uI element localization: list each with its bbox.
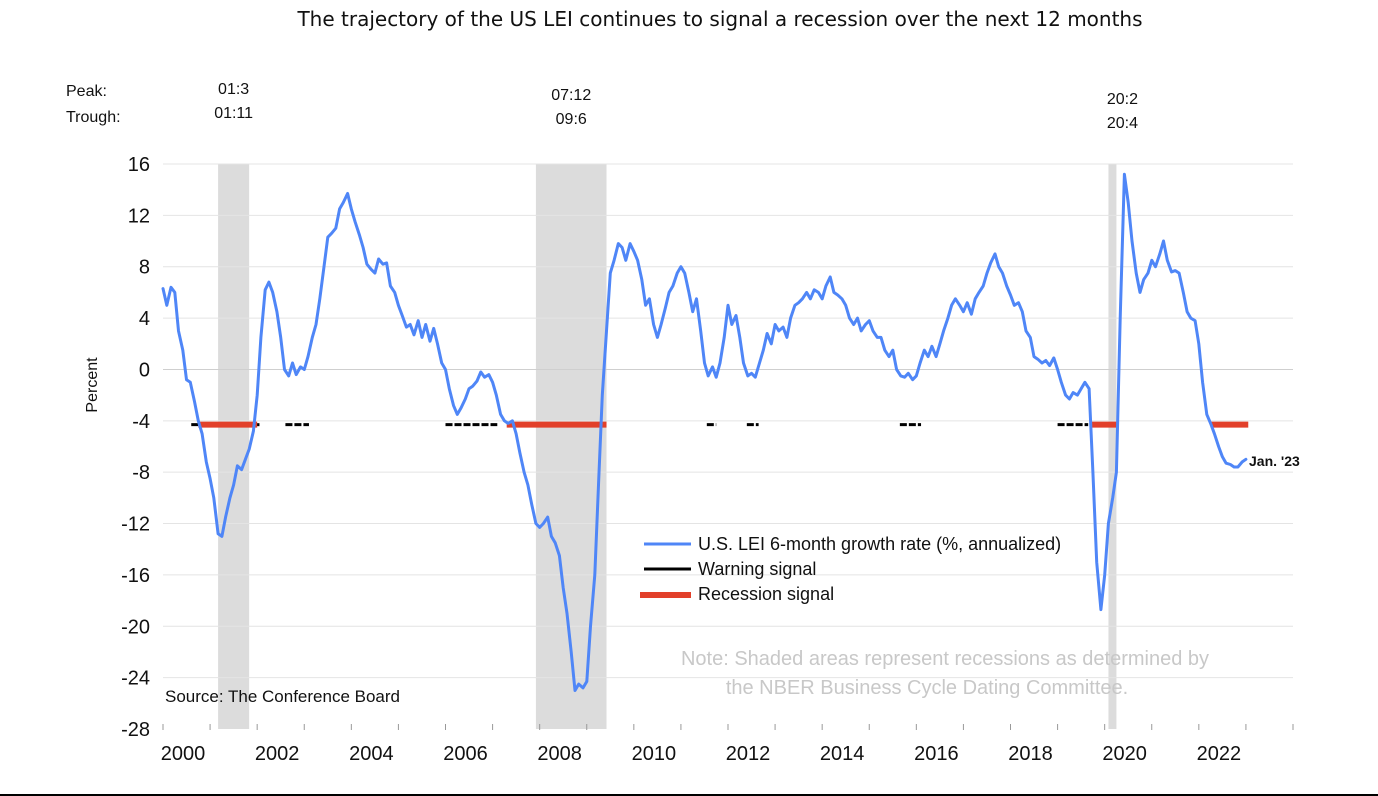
y-tick-label-7: -12 xyxy=(121,514,150,536)
y-tick-label-1: 12 xyxy=(128,205,150,227)
x-tick-label-2: 2004 xyxy=(349,743,394,765)
legend-label-lei: U.S. LEI 6-month growth rate (%, annuali… xyxy=(698,534,1061,554)
recession-shade-1 xyxy=(535,164,607,729)
trough-label: Trough: xyxy=(66,109,121,126)
x-tick-label-6: 2012 xyxy=(726,743,771,765)
peak-date-label-0: 01:3 xyxy=(218,81,249,98)
peak-date-label-2: 20:2 xyxy=(1107,91,1138,108)
x-tick-label-7: 2014 xyxy=(820,743,865,765)
bottom-rule xyxy=(0,794,1378,796)
recession-shade-0 xyxy=(218,164,250,729)
source-label: Source: The Conference Board xyxy=(165,687,400,706)
trough-date-label-2: 20:4 xyxy=(1107,115,1138,132)
y-tick-label-2: 8 xyxy=(139,257,150,279)
y-tick-label-4: 0 xyxy=(139,359,150,381)
x-tick-label-0: 2000 xyxy=(161,743,206,765)
y-tick-label-0: 16 xyxy=(128,154,150,176)
end-point-label: Jan. '23 xyxy=(1249,453,1300,469)
recession-shades xyxy=(218,164,1117,729)
x-tick-label-8: 2016 xyxy=(914,743,959,765)
note-line-2: the NBER Business Cycle Dating Committee… xyxy=(726,677,1128,699)
y-tick-label-8: -16 xyxy=(121,565,150,587)
legend-label-recession: Recession signal xyxy=(698,584,834,604)
y-tick-label-5: -4 xyxy=(132,411,150,433)
trough-date-label-1: 09:6 xyxy=(556,111,587,128)
y-axis-label: Percent xyxy=(84,357,101,413)
y-tick-label-3: 4 xyxy=(139,308,150,330)
peak-date-label-1: 07:12 xyxy=(551,87,591,104)
legend: U.S. LEI 6-month growth rate (%, annuali… xyxy=(640,534,1061,604)
x-tick-label-3: 2006 xyxy=(443,743,488,765)
y-tick-label-10: -24 xyxy=(121,668,150,690)
recession-shade-2 xyxy=(1108,164,1117,729)
note-line-1: Note: Shaded areas represent recessions … xyxy=(681,648,1209,670)
y-tick-label-9: -20 xyxy=(121,616,150,638)
legend-label-warning: Warning signal xyxy=(698,559,816,579)
peak-label: Peak: xyxy=(66,83,107,100)
x-tick-label-11: 2022 xyxy=(1197,743,1242,765)
x-axis-ticks: 2000 2002 2004 2006 2008 2010 2012 2014 2016 2018… xyxy=(161,724,1294,765)
trough-date-label-0: 01:11 xyxy=(214,105,253,122)
y-tick-label-6: -8 xyxy=(132,462,150,484)
x-tick-label-9: 2018 xyxy=(1008,743,1053,765)
grid-lines xyxy=(163,163,1293,679)
x-tick-label-10: 2020 xyxy=(1102,743,1147,765)
y-axis-ticks: 16 12 8 4 0 -4 -8 -12 -16 -20 -24 -28 xyxy=(121,154,150,741)
x-tick-label-1: 2002 xyxy=(255,743,300,765)
y-tick-label-11: -28 xyxy=(121,719,150,741)
chart-title: The trajectory of the US LEI continues t… xyxy=(296,7,1142,31)
lei-growth-line xyxy=(161,172,1248,692)
x-tick-label-4: 2008 xyxy=(537,743,582,765)
x-tick-label-5: 2010 xyxy=(632,743,677,765)
peak-trough-labels: 01:3 01:11 07:12 09:6 20:2 20:4 xyxy=(214,81,1138,132)
